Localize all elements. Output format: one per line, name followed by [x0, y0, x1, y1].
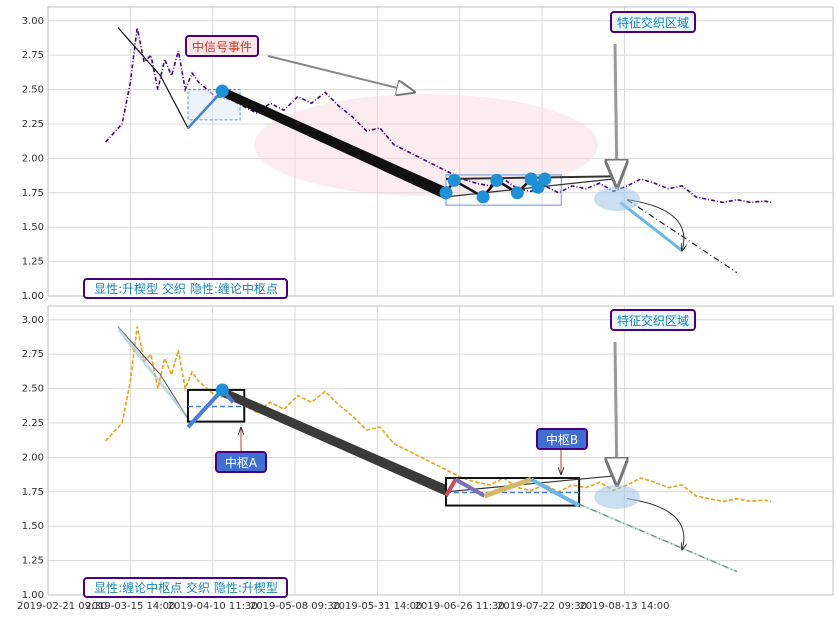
y-tick-label: 2.25 — [22, 418, 44, 429]
feature-arrow-top — [615, 43, 617, 186]
x-tick-label: 2019-04-10 11:30 — [168, 601, 258, 612]
projection-arc — [627, 199, 684, 251]
up-stroke-early — [187, 90, 224, 129]
y-tick-label: 2.75 — [22, 50, 44, 61]
wedge-lower — [445, 178, 614, 198]
pivot-point — [215, 84, 229, 98]
y-tick-label: 1.50 — [22, 222, 44, 233]
zone-a-label: 中枢A — [215, 451, 267, 473]
svg-text:中枢B: 中枢B — [546, 432, 578, 447]
svg-text:中枢A: 中枢A — [225, 455, 258, 470]
trend-band-bottom — [222, 387, 446, 496]
feature-highlight-bottom — [594, 485, 640, 509]
svg-text:特征交织区域: 特征交织区域 — [617, 313, 689, 328]
projection-highlight-bottom — [578, 503, 738, 573]
y-tick-label: 1.75 — [22, 188, 44, 199]
feature-label-top: 特征交织区域 — [610, 11, 696, 33]
feature-highlight-top — [594, 187, 640, 211]
segment-purple — [454, 477, 486, 498]
segment-lightblue — [530, 477, 581, 508]
y-tick-label: 1.00 — [22, 590, 44, 601]
projection-highlight — [619, 201, 683, 252]
feature-arrow-bottom — [615, 341, 617, 484]
feature-label-bottom: 特征交织区域 — [610, 309, 696, 331]
svg-text:显性:升楔型 交织 隐性:缠论中枢点: 显性:升楔型 交织 隐性:缠论中枢点 — [94, 281, 278, 296]
x-tick-label: 2019-05-08 09:30 — [250, 601, 340, 612]
early-trend-band — [118, 325, 188, 421]
x-tick-label: 2019-06-26 11:30 — [415, 601, 505, 612]
trend-band — [222, 86, 446, 200]
y-tick-label: 1.75 — [22, 487, 44, 498]
y-tick-label: 1.25 — [22, 257, 44, 268]
pivot-point-a — [215, 383, 229, 397]
zone-b-label: 中枢B — [536, 428, 588, 450]
x-tick-label: 2019-05-31 14:00 — [332, 601, 422, 612]
y-tick-label: 1.50 — [22, 521, 44, 532]
pivot-point — [510, 186, 524, 200]
segment-red — [444, 478, 458, 497]
y-tick-label: 2.75 — [22, 349, 44, 360]
event-highlight-ellipse — [254, 94, 598, 196]
y-tick-label: 2.50 — [22, 85, 44, 96]
y-tick-label: 3.00 — [22, 16, 44, 27]
svg-text:特征交织区域: 特征交织区域 — [617, 15, 689, 30]
y-tick-label: 2.00 — [22, 153, 44, 164]
event-label: 中信号事件 — [185, 35, 259, 57]
y-tick-label: 1.00 — [22, 291, 44, 302]
svg-text:中信号事件: 中信号事件 — [192, 39, 252, 54]
segment-gold — [483, 477, 532, 499]
y-tick-label: 1.25 — [22, 556, 44, 567]
wedge-outline-early-bottom — [117, 326, 189, 420]
x-tick-label: 2019-02-21 09:30 — [17, 601, 107, 612]
price-series-line — [105, 326, 772, 503]
y-tick-label: 2.50 — [22, 384, 44, 395]
projection-line — [626, 199, 738, 274]
top-panel: 1.00 1.25 1.50 1.75 2.00 2.25 2.50 2.75 3.00 中信号… — [22, 6, 834, 302]
legend-top: 显性:升楔型 交织 隐性:缠论中枢点 — [83, 278, 288, 299]
pivot-point — [447, 173, 461, 187]
y-tick-label: 2.25 — [22, 119, 44, 130]
bottom-panel: 1.00 1.25 1.50 1.75 2.00 2.25 2.50 2.75 3.00 中枢A… — [22, 305, 834, 601]
x-tick-label: 2019-08-13 14:00 — [579, 601, 669, 612]
pivot-point — [538, 172, 552, 186]
y-tick-label: 3.00 — [22, 315, 44, 326]
pivot-point — [476, 190, 490, 204]
projection-arc-bottom — [627, 498, 684, 550]
svg-text:显性:缠论中枢点 交织 隐性:升楔型: 显性:缠论中枢点 交织 隐性:升楔型 — [94, 580, 278, 595]
x-tick-label: 2019-03-15 14:00 — [85, 601, 175, 612]
y-tick-label: 2.00 — [22, 452, 44, 463]
event-arrow — [267, 55, 414, 92]
pivot-point — [439, 186, 453, 200]
legend-bottom: 显性:缠论中枢点 交织 隐性:升楔型 — [83, 577, 288, 598]
x-tick-label: 2019-07-22 09:30 — [497, 601, 587, 612]
pivot-point — [490, 173, 504, 187]
price-series-line — [105, 27, 772, 204]
